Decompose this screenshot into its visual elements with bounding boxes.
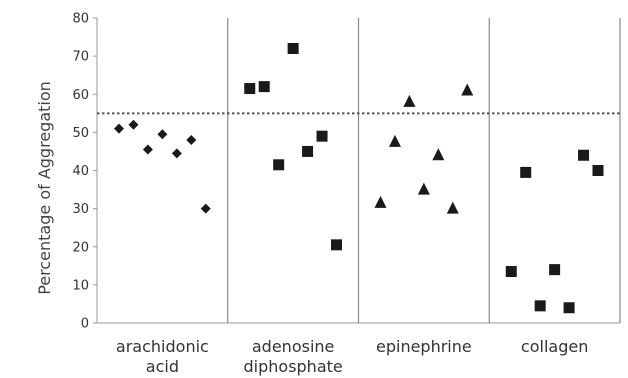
data-point-square bbox=[563, 302, 575, 314]
data-point-triangle bbox=[461, 83, 474, 96]
data-point-diamond bbox=[142, 144, 153, 155]
data-point-square bbox=[244, 83, 256, 95]
data-point-square bbox=[273, 159, 285, 171]
x-category-label: diphosphate bbox=[244, 357, 343, 376]
data-point-triangle bbox=[417, 182, 430, 195]
data-point-diamond bbox=[114, 123, 124, 134]
data-point-square bbox=[287, 43, 299, 54]
x-category-label: arachidonic bbox=[116, 337, 209, 356]
data-point-triangle bbox=[403, 94, 416, 107]
y-tick-label: 20 bbox=[72, 240, 89, 255]
y-tick-label: 10 bbox=[72, 278, 89, 293]
y-tick-label: 60 bbox=[72, 88, 89, 103]
data-point-diamond bbox=[128, 119, 139, 130]
y-tick-label: 40 bbox=[72, 164, 89, 179]
data-point-triangle bbox=[374, 195, 387, 208]
x-category-label: acid bbox=[146, 357, 179, 376]
y-tick-label: 50 bbox=[72, 126, 89, 141]
data-point-diamond bbox=[157, 129, 168, 140]
y-ticks: 0 10 20 30 40 50 60 70 80 bbox=[72, 12, 97, 332]
x-category-label: collagen bbox=[521, 337, 588, 356]
data-point-square bbox=[302, 145, 314, 157]
data-point-square bbox=[534, 300, 546, 312]
y-tick-label: 80 bbox=[72, 12, 89, 27]
y-tick-label: 0 bbox=[81, 317, 89, 332]
data-point-square bbox=[331, 239, 342, 251]
data-point-square bbox=[578, 149, 590, 161]
data-point-square bbox=[505, 266, 517, 278]
data-point-triangle bbox=[388, 134, 401, 147]
data-point-diamond bbox=[200, 203, 211, 214]
y-axis-label-group: Percentage of Aggregation bbox=[35, 81, 54, 295]
x-category-label: epinephrine bbox=[376, 337, 472, 356]
data-point-triangle bbox=[432, 148, 445, 161]
data-point-triangle bbox=[446, 201, 459, 214]
data-point-square bbox=[316, 130, 328, 142]
data-point-square bbox=[592, 165, 604, 176]
y-tick-label: 30 bbox=[72, 202, 89, 217]
data-point-square bbox=[549, 264, 561, 276]
data-point-diamond bbox=[171, 148, 182, 159]
y-tick-label: 70 bbox=[72, 50, 89, 65]
x-category-label: adenosine bbox=[252, 337, 335, 356]
y-axis-label: Percentage of Aggregation bbox=[35, 81, 54, 295]
data-point-square bbox=[520, 166, 532, 178]
data-point-square bbox=[258, 81, 270, 93]
data-point-diamond bbox=[186, 135, 197, 145]
category-dividers bbox=[227, 18, 621, 323]
data-points bbox=[114, 43, 604, 314]
